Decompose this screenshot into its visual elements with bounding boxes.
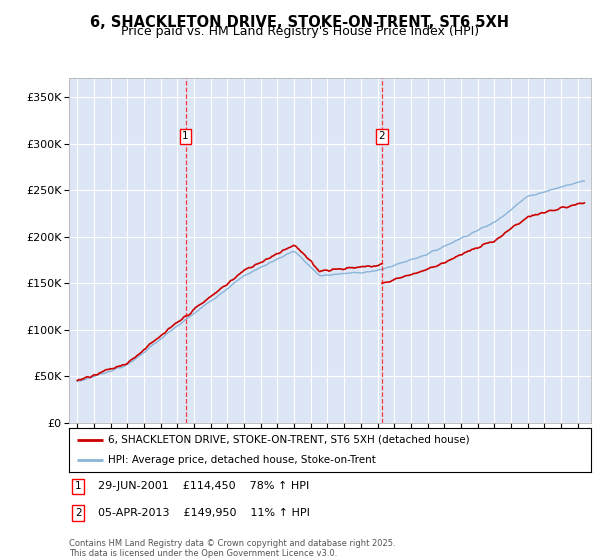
Text: HPI: Average price, detached house, Stoke-on-Trent: HPI: Average price, detached house, Stok… [108, 455, 376, 465]
Text: 1: 1 [75, 481, 82, 491]
Text: 6, SHACKLETON DRIVE, STOKE-ON-TRENT, ST6 5XH: 6, SHACKLETON DRIVE, STOKE-ON-TRENT, ST6… [91, 15, 509, 30]
Text: 29-JUN-2001    £114,450    78% ↑ HPI: 29-JUN-2001 £114,450 78% ↑ HPI [98, 481, 309, 491]
Text: 2: 2 [75, 508, 82, 518]
Text: 2: 2 [379, 131, 385, 141]
Text: Contains HM Land Registry data © Crown copyright and database right 2025.
This d: Contains HM Land Registry data © Crown c… [69, 539, 395, 558]
Text: 05-APR-2013    £149,950    11% ↑ HPI: 05-APR-2013 £149,950 11% ↑ HPI [98, 508, 310, 518]
Text: 6, SHACKLETON DRIVE, STOKE-ON-TRENT, ST6 5XH (detached house): 6, SHACKLETON DRIVE, STOKE-ON-TRENT, ST6… [108, 435, 470, 445]
Text: Price paid vs. HM Land Registry's House Price Index (HPI): Price paid vs. HM Land Registry's House … [121, 25, 479, 38]
Text: 1: 1 [182, 131, 189, 141]
